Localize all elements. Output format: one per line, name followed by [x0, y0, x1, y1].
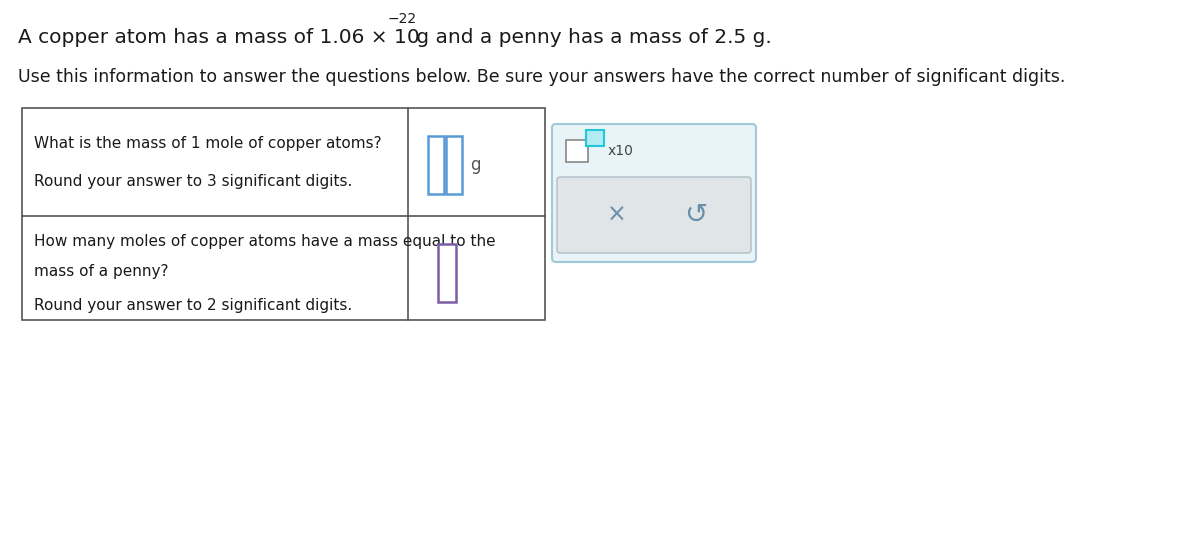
Text: g and a penny has a mass of 2.5 g.: g and a penny has a mass of 2.5 g. — [410, 28, 772, 47]
Text: ↺: ↺ — [684, 201, 707, 229]
Bar — [446, 136, 462, 194]
Text: What is the mass of 1 mole of copper atoms?: What is the mass of 1 mole of copper ato… — [34, 136, 382, 151]
Bar — [586, 130, 604, 146]
FancyBboxPatch shape — [557, 177, 751, 253]
Bar — [428, 136, 444, 194]
Text: ×: × — [606, 203, 626, 227]
Text: mass of a penny?: mass of a penny? — [34, 264, 168, 279]
Bar — [438, 244, 456, 302]
Text: A copper atom has a mass of 1.06 × 10: A copper atom has a mass of 1.06 × 10 — [18, 28, 420, 47]
Bar — [22, 108, 545, 320]
FancyBboxPatch shape — [552, 124, 756, 262]
Text: −22: −22 — [388, 12, 418, 26]
Text: Use this information to answer the questions below. Be sure your answers have th: Use this information to answer the quest… — [18, 68, 1066, 86]
Text: Round your answer to 2 significant digits.: Round your answer to 2 significant digit… — [34, 298, 353, 313]
Text: How many moles of copper atoms have a mass equal to the: How many moles of copper atoms have a ma… — [34, 234, 496, 249]
Text: Round your answer to 3 significant digits.: Round your answer to 3 significant digit… — [34, 174, 353, 189]
Bar — [566, 140, 588, 162]
Text: g: g — [470, 156, 480, 174]
Text: x10: x10 — [608, 144, 634, 158]
